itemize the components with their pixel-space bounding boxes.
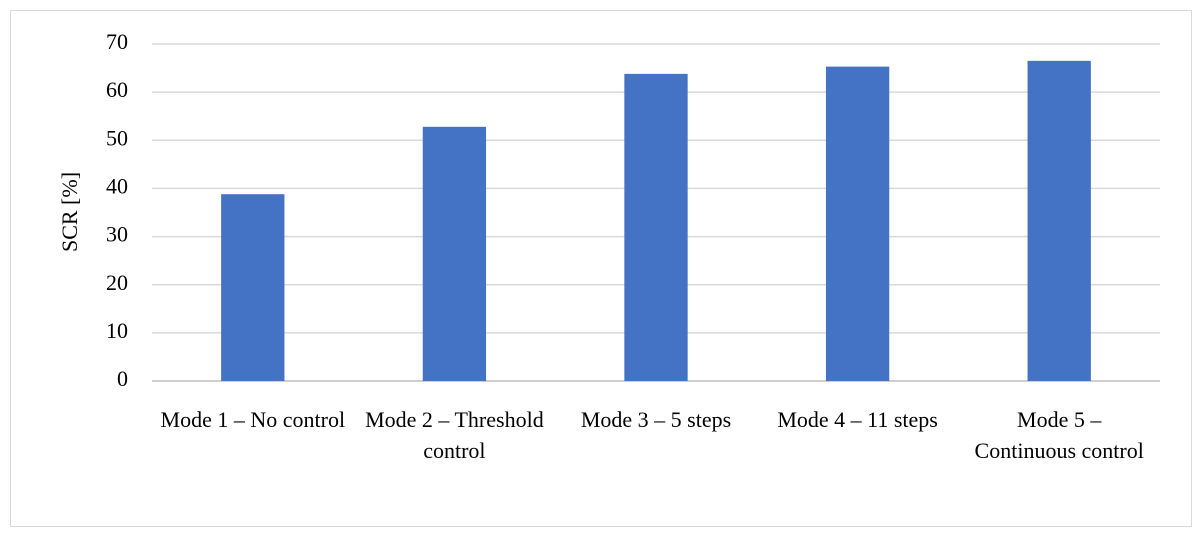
bar	[825, 66, 890, 382]
bar	[624, 73, 688, 381]
bar	[221, 194, 285, 381]
y-tick-label: 60	[106, 77, 128, 102]
x-tick-label: Mode 3 – 5 steps	[580, 407, 732, 432]
bar	[422, 126, 487, 381]
x-tick-label: Mode 2 – Threshold control	[365, 407, 544, 463]
y-tick-label: 20	[106, 270, 128, 295]
y-tick-label: 70	[106, 29, 128, 54]
y-tick-label: 40	[106, 173, 128, 198]
y-tick-label: 50	[106, 125, 128, 150]
x-tick-label: Mode 1 – No control	[160, 407, 346, 432]
y-tick-label: 0	[117, 366, 128, 391]
bar	[1027, 60, 1091, 381]
x-tick-label: Mode 4 – 11 steps	[777, 407, 938, 432]
chart-frame	[10, 10, 1192, 527]
y-axis-title: SCR [%]	[57, 172, 82, 252]
y-tick-label: 30	[106, 222, 128, 247]
x-tick-label: Mode 5 – Continuous control	[974, 407, 1144, 463]
y-tick-label: 10	[106, 318, 128, 343]
